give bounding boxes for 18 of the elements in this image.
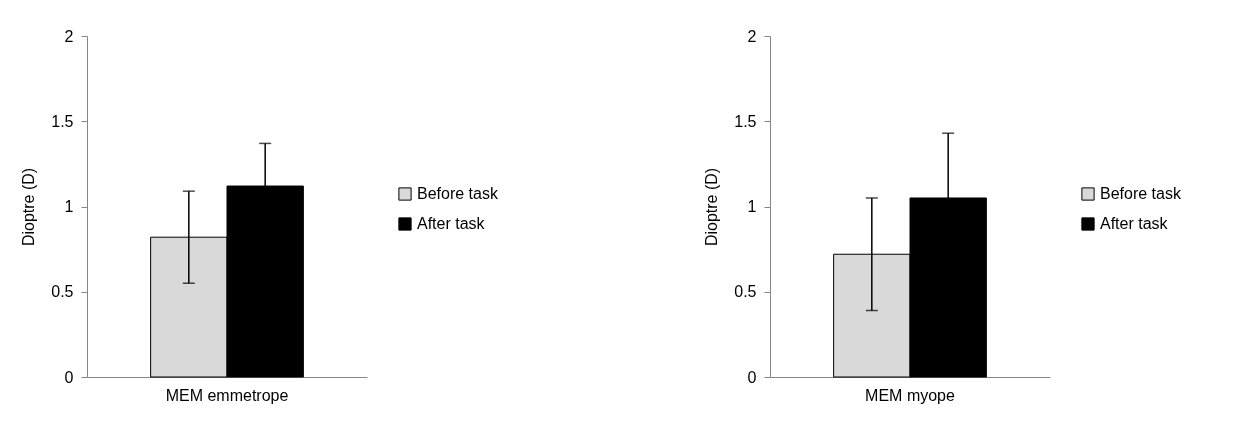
x-tick-label: MEM myope — [865, 386, 955, 404]
legend-label: After task — [417, 215, 486, 232]
y-tick-label: 1 — [747, 198, 757, 215]
y-tick-label: 1.5 — [51, 112, 74, 130]
y-axis-title: Dioptre (D) — [20, 167, 38, 247]
y-tick-label: 2 — [64, 27, 74, 45]
y-axis-title: Dioptre (D) — [703, 167, 721, 247]
y-tick-label: 1 — [64, 198, 74, 215]
y-tick-label: 0 — [747, 368, 757, 386]
y-tick-label: 0 — [64, 368, 74, 386]
x-tick-label: MEM emmetrope — [165, 386, 289, 404]
legend-label: Before task — [417, 185, 499, 202]
y-tick-label: 2 — [747, 27, 757, 45]
y-tick-label: 0.5 — [51, 283, 74, 301]
legend-label: After task — [1100, 215, 1169, 232]
y-tick-label: 1.5 — [734, 112, 757, 130]
legend-label: Before task — [1100, 185, 1182, 202]
y-tick-label: 0.5 — [734, 283, 757, 301]
